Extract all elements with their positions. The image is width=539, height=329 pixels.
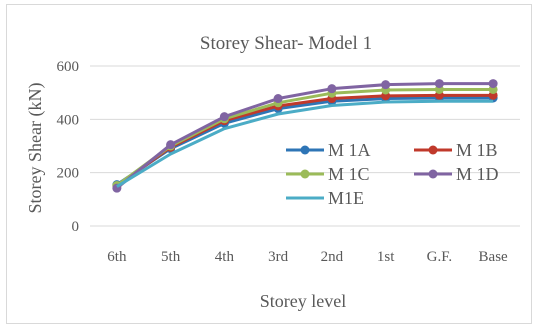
x-tick-label: 2nd xyxy=(321,249,344,265)
x-tick-label: Base xyxy=(479,249,509,265)
chart-title: Storey Shear- Model 1 xyxy=(200,33,372,54)
legend-label: M 1A xyxy=(328,140,371,160)
series-line-4 xyxy=(116,99,494,188)
legend-label: M 1D xyxy=(456,164,499,184)
legend-marker xyxy=(428,145,438,155)
series-line-3 xyxy=(115,82,494,190)
x-tick-label: 3rd xyxy=(268,249,288,265)
data-point xyxy=(273,94,283,104)
x-tick-label: 6th xyxy=(107,249,127,265)
legend-marker xyxy=(300,145,310,155)
x-axis-label: Storey level xyxy=(260,291,346,311)
legend-marker xyxy=(428,169,438,179)
legend-label: M 1C xyxy=(328,164,370,184)
legend-label: M1E xyxy=(328,188,364,208)
data-point xyxy=(434,79,444,89)
x-tick-label: 4th xyxy=(215,249,235,265)
x-tick-label: G.F. xyxy=(427,249,452,265)
x-tick-label: 1st xyxy=(377,249,395,265)
y-tick-label: 400 xyxy=(57,112,80,128)
x-tick-label: 5th xyxy=(161,249,181,265)
y-tick-label: 200 xyxy=(57,166,80,182)
data-point xyxy=(166,140,176,150)
y-tick-label: 0 xyxy=(72,219,80,235)
data-point xyxy=(381,80,391,90)
data-point xyxy=(327,84,337,94)
legend-marker xyxy=(300,169,310,179)
legend-label: M 1B xyxy=(456,140,498,160)
data-point xyxy=(219,112,229,122)
chart-frame xyxy=(6,4,532,324)
y-tick-label: 600 xyxy=(57,59,80,75)
data-point xyxy=(488,79,498,89)
y-axis-label: Storey Shear (kN) xyxy=(25,83,46,214)
